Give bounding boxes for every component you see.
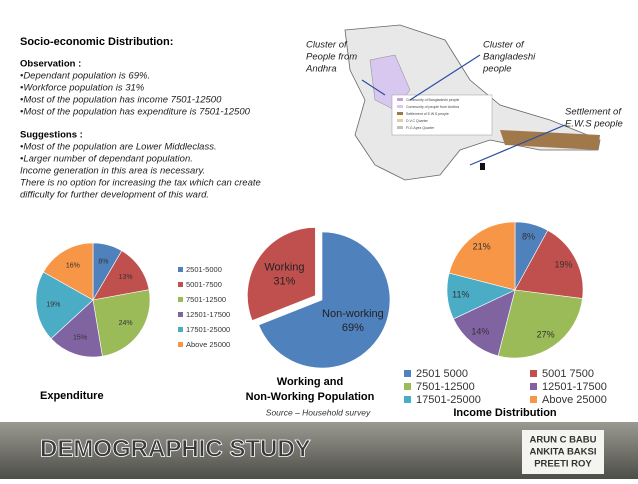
author-box (522, 430, 604, 474)
map-legend-swatch (397, 112, 403, 115)
pie-slice (42, 242, 94, 301)
chart-title: Non-Working Population (246, 391, 375, 403)
author: ARUN C BABU (529, 435, 596, 446)
data-label: 19% (554, 260, 572, 270)
legend-label: 2501 5000 (416, 368, 468, 380)
suggestion: There is no option for increasing the ta… (20, 178, 261, 189)
data-label: 14% (471, 326, 489, 336)
legend-label: 12501-17500 (542, 381, 607, 393)
legend-swatch (178, 342, 183, 347)
map-legend-swatch (397, 119, 403, 122)
map-callout: Bangladeshi (483, 52, 536, 63)
observation: •Most of the population has income 7501-… (20, 95, 222, 106)
pie-slice (497, 289, 583, 359)
data-label: 31% (273, 275, 295, 287)
legend-swatch (530, 396, 537, 403)
legend-swatch (530, 383, 537, 390)
observation: •Most of the population has expenditure … (20, 107, 251, 118)
map-legend-swatch (397, 98, 403, 101)
suggestion: •Most of the population are Lower Middle… (20, 142, 217, 153)
data-label: 15% (73, 335, 87, 342)
pie-slice (35, 271, 94, 340)
legend-label: 17501-25000 (186, 325, 230, 334)
map-legend-label: Fl.G Apex Quarter (406, 126, 435, 130)
legend-label: 12501-17500 (186, 310, 230, 319)
data-label: 11% (452, 289, 469, 299)
author: PREETI ROY (534, 459, 592, 470)
pie-slice (50, 299, 103, 358)
heading: Suggestions : (20, 130, 83, 141)
legend-swatch (178, 327, 183, 332)
legend-swatch (178, 297, 183, 302)
map-legend-label: D.V.C Quarter (406, 119, 429, 123)
data-label: 16% (66, 262, 80, 269)
legend-label: 5001 7500 (542, 368, 594, 380)
legend-swatch (404, 383, 411, 390)
map-callout: E.W.S people (565, 119, 623, 130)
legend-label: 7501-12500 (186, 295, 226, 304)
legend-label: Above 25000 (186, 340, 230, 349)
heading: Observation : (20, 59, 81, 70)
legend-label: 17501-25000 (416, 394, 481, 406)
suggestion: Income generation in this area is necess… (20, 166, 205, 177)
data-label: 19% (46, 301, 60, 308)
chart-title: Income Distribution (453, 407, 557, 419)
legend-swatch (178, 282, 183, 287)
map-callout: Cluster of (306, 40, 348, 51)
legend-label: 5001-7500 (186, 280, 222, 289)
legend-label: 7501-12500 (416, 381, 475, 393)
block-title: Socio-economic Distribution: (20, 36, 173, 48)
pie-slice (453, 289, 516, 357)
pie-slice (247, 227, 316, 321)
suggestion: •Larger number of dependant population. (20, 154, 193, 165)
map-legend-label: Community of Bangladeshi people (406, 98, 459, 102)
legend-swatch (404, 396, 411, 403)
map-legend-label: Community of people from Andhra (406, 105, 459, 109)
pie-slice (258, 231, 391, 369)
observation: •Workforce population is 31% (20, 83, 145, 94)
map-callout: Cluster of (483, 40, 525, 51)
legend-swatch (178, 312, 183, 317)
legend-label: Above 25000 (542, 394, 607, 406)
observation: •Dependant population is 69%. (20, 71, 150, 82)
map-legend-label: Settlement of E.W.S people (406, 112, 449, 116)
data-label: 69% (342, 322, 364, 334)
map-legend-swatch (397, 105, 403, 108)
source: Source – Household survey (266, 407, 371, 417)
legend-label: 2501-5000 (186, 265, 222, 274)
map-callout: people (482, 64, 512, 75)
map-callout: Settlement of (565, 107, 622, 118)
legend-swatch (178, 267, 183, 272)
data-label: 8% (522, 232, 535, 242)
legend-swatch (404, 370, 411, 377)
footer-heading: DEMOGRAPHIC STUDY (40, 435, 311, 462)
pie-slice (514, 230, 584, 299)
chart-title: Expenditure (40, 390, 104, 402)
pie-slice (448, 221, 516, 291)
map-legend-swatch (397, 126, 403, 129)
slice-category: Working (264, 261, 304, 273)
data-label: 13% (119, 274, 133, 281)
data-label: 27% (537, 329, 555, 339)
data-label: 21% (473, 241, 491, 251)
map-callout: People from (306, 52, 357, 63)
map-callout: Andhra (305, 64, 337, 75)
map (344, 24, 601, 181)
pie-slice (92, 289, 151, 357)
data-label: 24% (119, 320, 133, 327)
legend-swatch (530, 370, 537, 377)
slice-category: Non-working (322, 308, 384, 320)
author: ANKITA BAKSI (529, 447, 596, 458)
chart-title: Working and (277, 376, 343, 388)
data-label: 8% (98, 258, 108, 265)
suggestion: difficulty for further development of th… (20, 190, 209, 201)
